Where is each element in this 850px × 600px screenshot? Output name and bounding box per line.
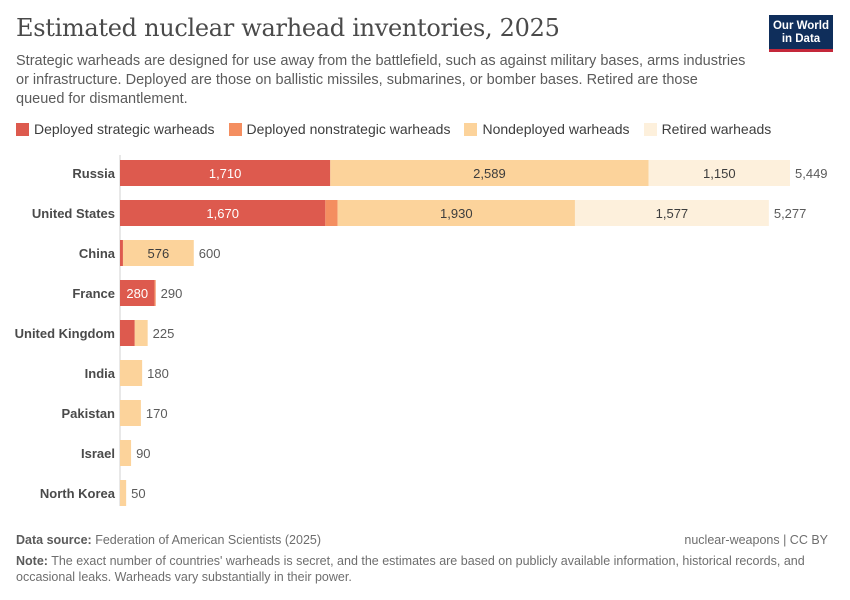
bar-france-deployed-strategic-warheads[interactable] [120, 280, 155, 306]
legend-item-nondeployed[interactable]: Nondeployed warheads [464, 121, 630, 137]
legend-label: Deployed nonstrategic warheads [246, 121, 451, 137]
legend-item-deployed-nonstrategic[interactable]: Deployed nonstrategic warheads [228, 121, 451, 137]
legend: Deployed strategic warheads Deployed non… [16, 120, 785, 138]
total-label-china: 600 [199, 246, 221, 261]
data-label-united-states-deployed-strategic-warheads: 1,670 [206, 206, 239, 221]
category-label-united-kingdom: United Kingdom [15, 326, 115, 341]
legend-swatch-deployed-strategic [16, 122, 29, 136]
category-label-india: India [85, 366, 116, 381]
legend-swatch-deployed-nonstrategic [228, 122, 242, 136]
bar-united-states-retired-warheads[interactable] [574, 200, 769, 226]
bar-united-kingdom-deployed-strategic-warheads[interactable] [120, 320, 135, 346]
logo-line-1: Our World [772, 20, 829, 32]
note-text: The exact number of countries' warheads … [16, 554, 805, 584]
legend-item-deployed-strategic[interactable]: Deployed strategic warheads [16, 121, 215, 137]
note-label: Note: [16, 554, 48, 568]
category-label-china: China [79, 246, 116, 261]
bar-united-states-nondeployed-warheads[interactable] [337, 200, 575, 226]
bar-israel-nondeployed-warheads[interactable] [120, 440, 132, 466]
chart-subtitle: Strategic warheads are designed for use … [16, 53, 746, 107]
data-label-china-nondeployed-warheads: 576 [148, 246, 170, 261]
data-source: Data source: Federation of American Scie… [16, 533, 321, 547]
bar-pakistan-nondeployed-warheads[interactable] [120, 400, 141, 426]
data-source-text[interactable]: Federation of American Scientists (2025) [95, 533, 322, 547]
category-label-united-states: United States [32, 206, 115, 221]
chart-note: Note: The exact number of countries' war… [16, 553, 816, 585]
total-label-pakistan: 170 [146, 406, 168, 421]
data-label-united-states-retired-warheads: 1,577 [656, 206, 689, 221]
data-source-label: Data source: [16, 533, 92, 547]
bar-united-kingdom-nondeployed-warheads[interactable] [134, 320, 148, 346]
category-label-france: France [72, 286, 115, 301]
bar-north-korea-nondeployed-warheads[interactable] [120, 480, 127, 506]
total-label-russia: 5,449 [795, 166, 828, 181]
bar-russia-deployed-strategic-warheads[interactable] [120, 160, 331, 186]
legend-label: Deployed strategic warheads [34, 121, 215, 137]
logo-line-2: in Data [781, 33, 821, 45]
bar-russia-nondeployed-warheads[interactable] [330, 160, 649, 186]
total-label-india: 180 [147, 366, 169, 381]
bar-chart: Russia 1,710 2,589 1,150 5,449 United States 1… [15, 155, 828, 506]
owid-logo[interactable]: Our World in Data [769, 15, 833, 52]
chart-title: Estimated nuclear warhead inventories, 2… [16, 14, 560, 42]
bar-china-nondeployed-warheads[interactable] [122, 240, 194, 266]
legend-swatch-retired [643, 122, 657, 136]
legend-swatch-nondeployed [464, 122, 478, 136]
total-label-north-korea: 50 [131, 486, 145, 501]
data-label-france-deployed-strategic-warheads: 280 [126, 286, 148, 301]
total-label-israel: 90 [136, 446, 150, 461]
bar-united-states-deployed-strategic-warheads[interactable] [120, 200, 326, 226]
category-label-israel: Israel [81, 446, 115, 461]
legend-item-retired[interactable]: Retired warheads [643, 121, 772, 137]
chart-reference[interactable]: nuclear-weapons | CC BY [684, 533, 828, 547]
data-label-russia-nondeployed-warheads: 2,589 [473, 166, 506, 181]
bar-united-states-deployed-nonstrategic-warheads[interactable] [325, 200, 338, 226]
total-label-united-kingdom: 225 [153, 326, 175, 341]
total-label-france: 290 [161, 286, 183, 301]
bar-russia-retired-warheads[interactable] [648, 160, 790, 186]
total-label-united-states: 5,277 [774, 206, 807, 221]
category-label-russia: Russia [72, 166, 115, 181]
category-label-north-korea: North Korea [40, 486, 116, 501]
legend-label: Retired warheads [661, 121, 772, 137]
bar-china-deployed-strategic-warheads[interactable] [120, 240, 123, 266]
legend-label: Nondeployed warheads [482, 121, 630, 137]
data-label-russia-retired-warheads: 1,150 [703, 166, 736, 181]
data-label-russia-deployed-strategic-warheads: 1,710 [209, 166, 242, 181]
bar-india-nondeployed-warheads[interactable] [120, 360, 143, 386]
data-label-united-states-nondeployed-warheads: 1,930 [440, 206, 473, 221]
bar-france-deployed-nonstrategic-warheads[interactable] [154, 280, 156, 306]
category-label-pakistan: Pakistan [62, 406, 116, 421]
